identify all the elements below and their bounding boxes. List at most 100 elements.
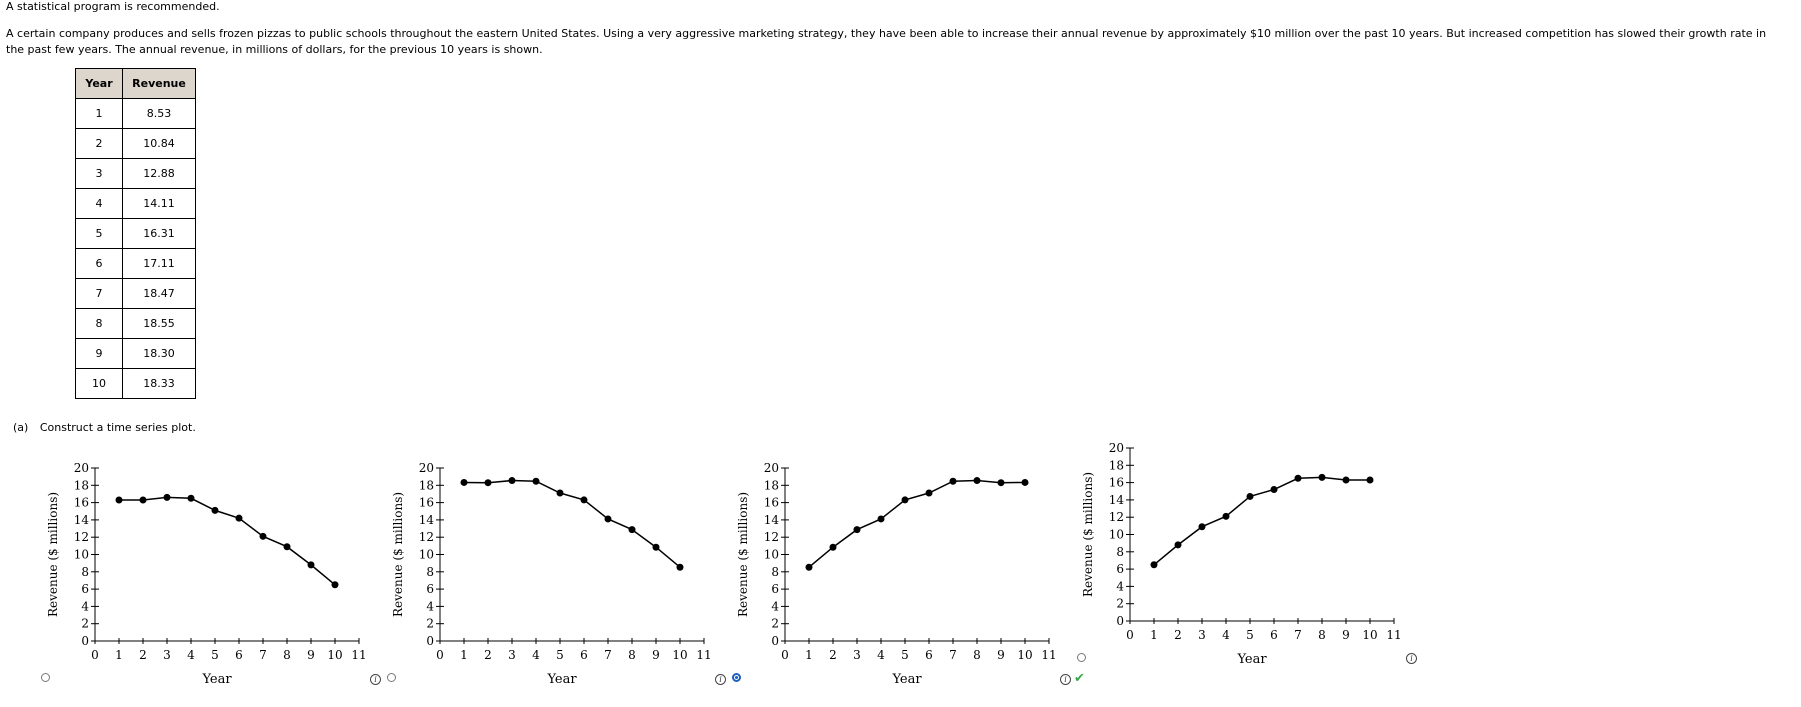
- year-header: Year: [75, 68, 123, 99]
- x-tick-label: 2: [484, 648, 492, 662]
- y-tick-label: 8: [81, 565, 89, 579]
- series-line: [808, 479, 1026, 568]
- data-point: [580, 496, 588, 504]
- data-point: [604, 515, 612, 523]
- table-header-row: Year Revenue: [75, 68, 196, 99]
- data-point: [259, 532, 267, 540]
- y-tick-label: 12: [764, 530, 779, 544]
- y-tick-label: 12: [419, 530, 434, 544]
- revenue-table: Year Revenue 1 8.53 2 10.84 3 12.88 4 14.11 …: [75, 68, 196, 399]
- info-icon[interactable]: i: [1060, 674, 1071, 685]
- table-row: 5 16.31: [75, 218, 196, 249]
- data-point: [829, 543, 837, 551]
- y-tick-label: 12: [1109, 510, 1124, 524]
- option-2-radio[interactable]: [387, 673, 396, 682]
- y-tick-label: 14: [74, 513, 90, 527]
- x-tick-label: 3: [163, 648, 171, 662]
- problem-line-1: A certain company produces and sells fro…: [6, 27, 1767, 40]
- data-point: [1222, 512, 1230, 520]
- y-tick-label: 12: [74, 530, 89, 544]
- x-tick-label: 6: [925, 648, 933, 662]
- x-tick-label: 10: [1362, 628, 1377, 642]
- x-tick-label: 4: [877, 648, 885, 662]
- x-tick-label: 8: [1318, 628, 1326, 642]
- x-tick-label: 2: [829, 648, 837, 662]
- y-tick-label: 18: [1109, 458, 1124, 472]
- x-tick-label: 7: [259, 648, 267, 662]
- y-tick-label: 18: [74, 478, 89, 492]
- y-tick-label: 20: [419, 461, 434, 475]
- x-tick-label: 0: [781, 648, 789, 662]
- option-3-radio[interactable]: [732, 673, 741, 682]
- revenue-cell: 12.88: [122, 158, 196, 189]
- data-point: [949, 477, 957, 485]
- data-point: [307, 561, 315, 569]
- revenue-cell: 14.11: [122, 188, 196, 219]
- data-point: [1294, 474, 1302, 482]
- y-axis-title: Revenue ($ millions): [1081, 472, 1095, 597]
- part-a-question: (a) Construct a time series plot.: [13, 421, 196, 434]
- info-icon[interactable]: i: [1406, 653, 1417, 664]
- data-point: [283, 543, 291, 551]
- data-point: [556, 489, 564, 497]
- data-point: [484, 479, 492, 487]
- table-row: 3 12.88: [75, 158, 196, 189]
- y-tick-label: 6: [1116, 562, 1124, 576]
- data-point: [532, 477, 540, 485]
- option-1-radio[interactable]: [41, 673, 50, 682]
- y-tick-label: 4: [81, 599, 89, 613]
- y-tick-label: 4: [426, 599, 434, 613]
- x-tick-label: 9: [307, 648, 315, 662]
- data-point: [460, 478, 468, 486]
- data-point: [877, 515, 885, 523]
- x-tick-label: 10: [327, 648, 342, 662]
- info-icon[interactable]: i: [715, 674, 726, 685]
- data-point: [1150, 561, 1158, 569]
- revenue-cell: 8.53: [122, 98, 196, 129]
- data-point: [1246, 492, 1254, 500]
- data-point: [1342, 476, 1350, 484]
- y-tick-label: 16: [764, 496, 779, 510]
- year-cell: 10: [75, 368, 123, 399]
- y-tick-label: 14: [1109, 493, 1125, 507]
- y-tick-label: 8: [1116, 545, 1124, 559]
- revenue-cell: 18.30: [122, 338, 196, 369]
- x-tick-label: 3: [508, 648, 516, 662]
- data-point: [676, 563, 684, 571]
- x-tick-label: 0: [1126, 628, 1134, 642]
- info-icon[interactable]: i: [370, 674, 381, 685]
- x-axis-title: Year: [201, 672, 232, 687]
- x-tick-label: 6: [1270, 628, 1278, 642]
- y-tick-label: 0: [1116, 614, 1124, 628]
- data-point: [1198, 523, 1206, 531]
- y-tick-label: 6: [771, 582, 779, 596]
- table-row: 8 18.55: [75, 308, 196, 339]
- year-cell: 1: [75, 98, 123, 129]
- x-tick-label: 9: [997, 648, 1005, 662]
- x-tick-label: 7: [949, 648, 957, 662]
- y-tick-label: 16: [419, 496, 434, 510]
- x-tick-label: 11: [1386, 628, 1401, 642]
- x-tick-label: 5: [211, 648, 219, 662]
- x-tick-label: 4: [532, 648, 540, 662]
- y-tick-label: 10: [74, 548, 89, 562]
- data-point: [1270, 486, 1278, 494]
- data-point: [211, 506, 219, 514]
- y-tick-label: 10: [1109, 528, 1124, 542]
- table-row: 7 18.47: [75, 278, 196, 309]
- year-cell: 3: [75, 158, 123, 189]
- y-tick-label: 10: [419, 548, 434, 562]
- y-tick-label: 14: [419, 513, 435, 527]
- data-point: [187, 494, 195, 502]
- correct-check-icon: ✔: [1074, 671, 1085, 686]
- y-tick-label: 4: [771, 599, 779, 613]
- year-cell: 2: [75, 128, 123, 159]
- option-4-radio[interactable]: [1077, 653, 1086, 662]
- x-tick-label: 9: [1342, 628, 1350, 642]
- y-tick-label: 2: [1116, 597, 1124, 611]
- y-axis-title: Revenue ($ millions): [46, 492, 60, 617]
